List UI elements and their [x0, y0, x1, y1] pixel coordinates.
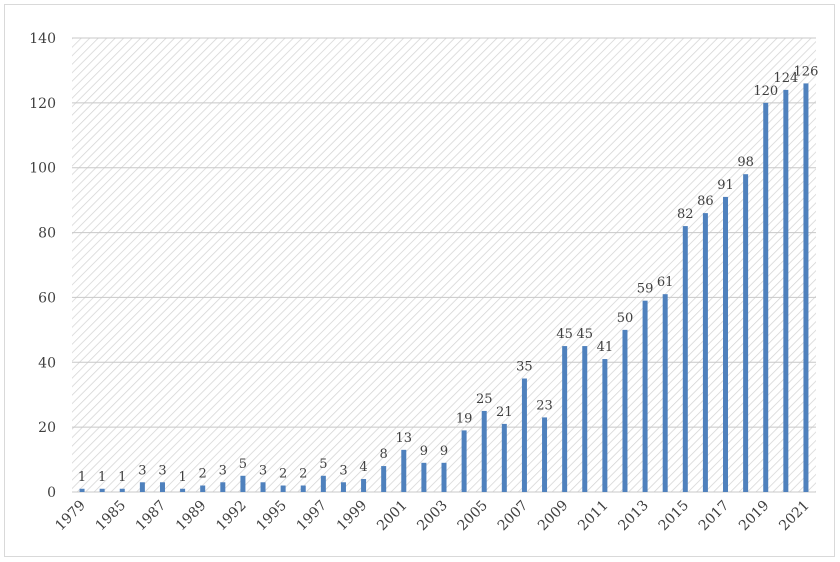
y-tick-label: 140: [29, 31, 56, 47]
bar: [723, 196, 729, 492]
value-label: 13: [396, 431, 413, 446]
value-label: 3: [219, 463, 227, 478]
value-label: 19: [456, 411, 473, 426]
bar: [783, 89, 789, 492]
value-label: 1: [78, 470, 86, 485]
bar: [361, 479, 367, 492]
value-label: 3: [158, 463, 166, 478]
value-label: 98: [737, 155, 754, 170]
bar: [702, 213, 708, 492]
value-label: 8: [380, 447, 388, 462]
value-label: 45: [576, 327, 593, 342]
value-label: 86: [697, 194, 714, 209]
y-tick-label: 60: [38, 290, 56, 306]
value-label: 126: [794, 64, 819, 79]
value-label: 21: [496, 405, 513, 420]
y-tick-label: 40: [38, 355, 56, 371]
bar: [521, 378, 527, 492]
bar: [743, 174, 749, 492]
bar: [280, 485, 286, 492]
value-label: 82: [677, 207, 694, 222]
bar: [260, 482, 266, 492]
bar: [501, 423, 507, 492]
plot-area: [72, 38, 816, 492]
bar: [461, 430, 467, 492]
bar: [320, 475, 326, 492]
value-label: 9: [440, 444, 448, 459]
value-label: 2: [299, 467, 307, 482]
value-label: 5: [239, 457, 247, 472]
value-label: 1: [118, 470, 126, 485]
bar: [119, 488, 125, 492]
bar: [180, 488, 186, 492]
bar: [99, 488, 105, 492]
value-label: 2: [199, 467, 207, 482]
value-label: 1: [178, 470, 186, 485]
bar: [139, 482, 145, 492]
bar: [300, 485, 306, 492]
bar: [401, 449, 407, 492]
value-label: 25: [476, 392, 493, 407]
value-label: 35: [516, 360, 533, 375]
bar: [200, 485, 206, 492]
bar: [240, 475, 246, 492]
bar: [582, 346, 588, 492]
value-label: 3: [138, 463, 146, 478]
value-label: 59: [637, 282, 654, 297]
y-tick-label: 0: [47, 485, 56, 501]
y-tick-label: 20: [38, 420, 56, 436]
value-label: 23: [536, 398, 553, 413]
bar: [602, 359, 608, 492]
bar: [622, 329, 628, 492]
value-label: 41: [597, 340, 614, 355]
bar: [542, 417, 548, 492]
bar: [803, 83, 809, 493]
value-label: 124: [773, 71, 798, 86]
value-label: 50: [617, 311, 634, 326]
y-tick-label: 100: [29, 161, 56, 177]
value-label: 3: [259, 463, 267, 478]
bar: [763, 102, 769, 492]
y-tick-label: 120: [29, 96, 56, 112]
bar: [220, 482, 226, 492]
bar: [159, 482, 165, 492]
value-label: 91: [717, 178, 734, 193]
value-label: 4: [359, 460, 367, 475]
value-label: 9: [420, 444, 428, 459]
bar: [642, 300, 648, 492]
value-label: 2: [279, 467, 287, 482]
bar: [340, 482, 346, 492]
bar: [682, 226, 688, 493]
value-label: 45: [556, 327, 573, 342]
bar: [79, 488, 85, 492]
value-label: 1: [98, 470, 106, 485]
bar: [481, 410, 487, 492]
bar: [441, 462, 447, 492]
value-label: 61: [657, 275, 674, 290]
bar: [421, 462, 427, 492]
bar: [381, 466, 387, 492]
bar: [662, 294, 668, 492]
y-tick-label: 80: [38, 226, 56, 242]
bar: [562, 346, 568, 492]
value-label: 5: [319, 457, 327, 472]
value-label: 3: [339, 463, 347, 478]
value-label: 120: [753, 84, 778, 99]
